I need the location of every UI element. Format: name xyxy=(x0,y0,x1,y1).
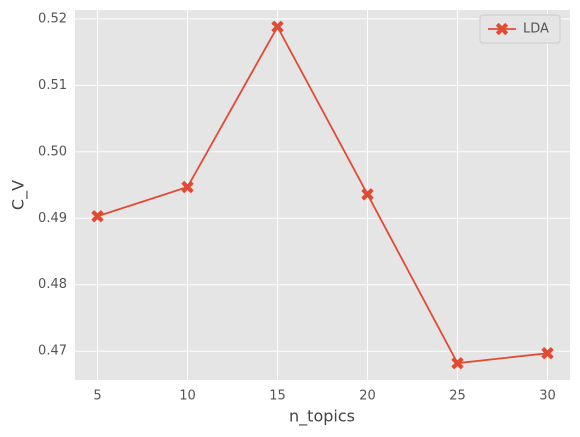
x-tick-label: 15 xyxy=(269,389,286,404)
point-marker xyxy=(181,181,194,194)
plot-area xyxy=(75,10,570,380)
x-axis-label: n_topics xyxy=(289,407,355,427)
y-tick-label: 0.52 xyxy=(38,11,67,26)
point-marker xyxy=(451,357,464,370)
y-tick-label: 0.47 xyxy=(38,344,67,359)
y-tick-label: 0.50 xyxy=(38,144,67,159)
point-marker xyxy=(271,20,284,33)
x-tick-label: 25 xyxy=(449,389,466,404)
legend-marker xyxy=(496,23,508,35)
marks xyxy=(91,20,554,370)
y-tick-label: 0.48 xyxy=(38,277,67,292)
legend: LDA xyxy=(479,14,561,44)
series-line xyxy=(97,24,548,365)
x-tick-label: 5 xyxy=(93,389,101,404)
x-tick-label: 30 xyxy=(539,389,556,404)
point-marker xyxy=(361,188,374,201)
y-tick-label: 0.51 xyxy=(38,78,67,93)
x-tick-label: 10 xyxy=(179,389,196,404)
y-axis-label: C_V xyxy=(9,180,29,210)
legend-label: LDA xyxy=(523,22,549,37)
point-marker xyxy=(91,210,104,223)
grid xyxy=(75,10,570,380)
legend-box xyxy=(479,14,561,44)
point-marker xyxy=(541,347,554,360)
y-tick-label: 0.49 xyxy=(38,211,67,226)
x-tick-label: 20 xyxy=(359,389,376,404)
